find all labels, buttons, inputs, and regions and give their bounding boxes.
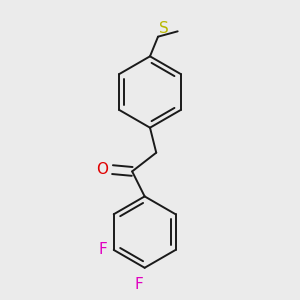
Text: F: F <box>135 277 144 292</box>
Text: O: O <box>96 162 108 177</box>
Text: S: S <box>159 21 169 36</box>
Text: F: F <box>99 242 107 256</box>
